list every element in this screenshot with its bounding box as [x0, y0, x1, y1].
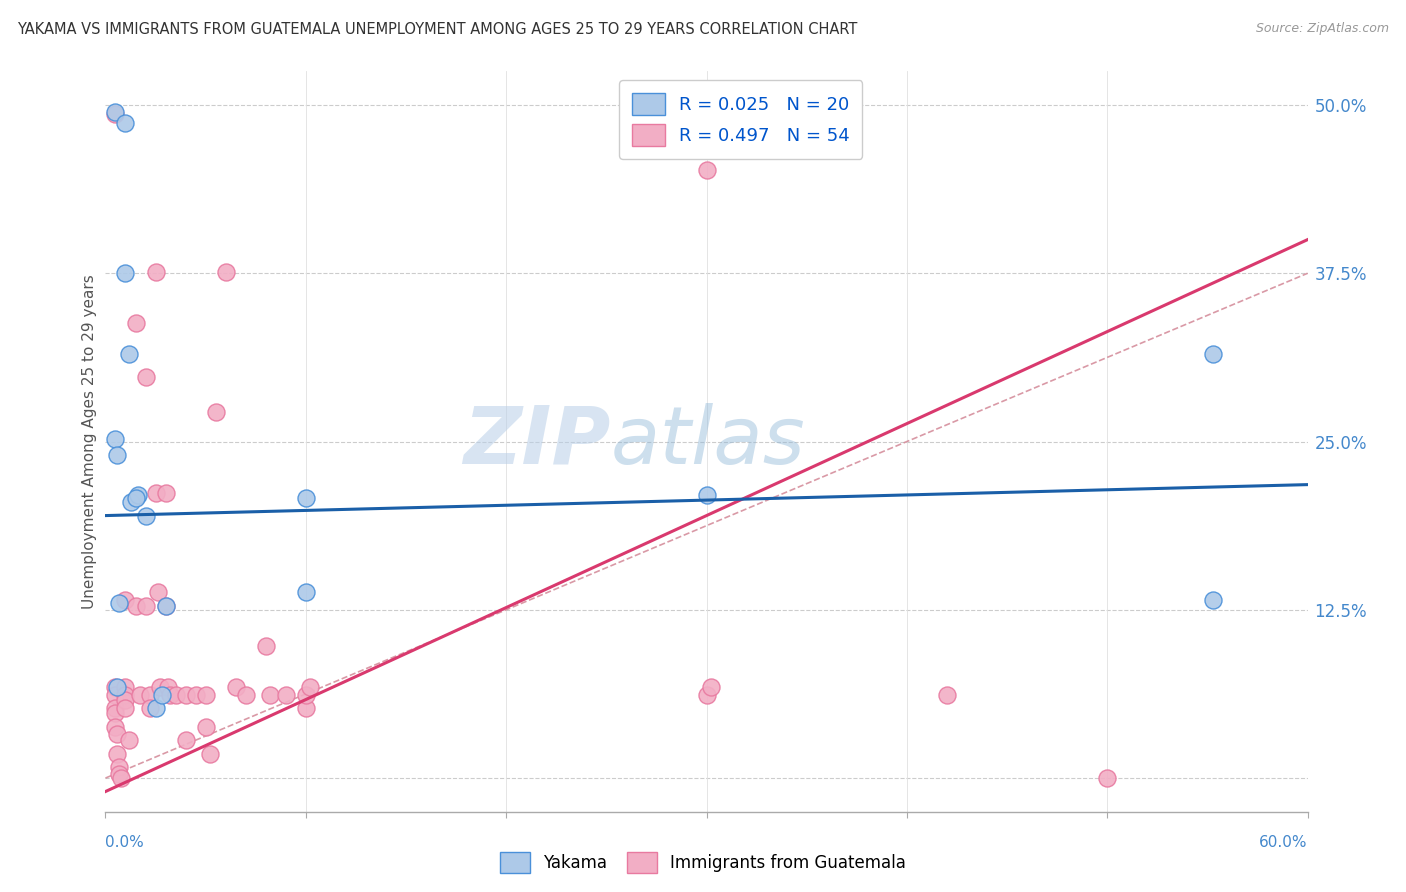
Point: [145, 485, 167, 500]
Point: [104, 706, 127, 721]
Point: [128, 688, 150, 702]
Point: [135, 599, 157, 613]
Point: [254, 639, 277, 653]
Point: [699, 680, 721, 694]
Point: [107, 726, 129, 740]
Point: [148, 680, 170, 694]
Point: [194, 720, 217, 734]
Point: [295, 491, 318, 505]
Point: [108, 767, 131, 781]
Point: [145, 265, 167, 279]
Point: [104, 104, 127, 119]
Point: [118, 733, 141, 747]
Point: [104, 680, 127, 694]
Point: [104, 688, 127, 702]
Point: [107, 680, 129, 694]
Text: Source: ZipAtlas.com: Source: ZipAtlas.com: [1256, 22, 1389, 36]
Text: ZIP: ZIP: [463, 402, 610, 481]
Point: [198, 747, 221, 761]
Point: [108, 596, 131, 610]
Point: [114, 693, 136, 707]
Point: [124, 599, 146, 613]
Point: [225, 680, 247, 694]
Point: [104, 720, 127, 734]
Point: [104, 432, 127, 446]
Point: [146, 585, 169, 599]
Point: [124, 491, 146, 505]
Point: [135, 370, 157, 384]
Point: [145, 701, 167, 715]
Point: [295, 585, 318, 599]
Point: [150, 688, 173, 702]
Point: [107, 747, 129, 761]
Point: [295, 688, 318, 702]
Point: [696, 162, 718, 177]
Text: atlas: atlas: [610, 402, 806, 481]
Point: [155, 599, 177, 613]
Text: 60.0%: 60.0%: [1260, 836, 1308, 850]
Point: [165, 688, 187, 702]
Point: [138, 688, 160, 702]
Point: [1202, 347, 1225, 361]
Point: [110, 771, 132, 785]
Point: [174, 688, 197, 702]
Point: [121, 495, 143, 509]
Text: YAKAMA VS IMMIGRANTS FROM GUATEMALA UNEMPLOYMENT AMONG AGES 25 TO 29 YEARS CORRE: YAKAMA VS IMMIGRANTS FROM GUATEMALA UNEM…: [17, 22, 858, 37]
Point: [127, 488, 149, 502]
Point: [138, 701, 160, 715]
Point: [696, 488, 718, 502]
Point: [1202, 593, 1225, 607]
Point: [155, 599, 177, 613]
Point: [156, 680, 179, 694]
Y-axis label: Unemployment Among Ages 25 to 29 years: Unemployment Among Ages 25 to 29 years: [82, 274, 97, 609]
Point: [114, 115, 136, 129]
Legend: R = 0.025   N = 20, R = 0.497   N = 54: R = 0.025 N = 20, R = 0.497 N = 54: [620, 80, 862, 159]
Point: [114, 688, 136, 702]
Point: [114, 701, 136, 715]
Point: [155, 485, 177, 500]
Point: [114, 680, 136, 694]
Point: [194, 688, 217, 702]
Point: [104, 107, 127, 121]
Point: [124, 316, 146, 330]
Point: [259, 688, 281, 702]
Point: [274, 688, 297, 702]
Point: [135, 508, 157, 523]
Point: [108, 760, 131, 774]
Point: [114, 593, 136, 607]
Point: [1097, 771, 1119, 785]
Point: [104, 701, 127, 715]
Point: [107, 448, 129, 462]
Point: [696, 688, 718, 702]
Point: [184, 688, 207, 702]
Point: [174, 733, 197, 747]
Point: [204, 405, 226, 419]
Point: [118, 347, 141, 361]
Point: [936, 688, 959, 702]
Point: [159, 688, 181, 702]
Point: [298, 680, 321, 694]
Point: [114, 266, 136, 280]
Legend: Yakama, Immigrants from Guatemala: Yakama, Immigrants from Guatemala: [494, 846, 912, 880]
Point: [235, 688, 257, 702]
Point: [295, 701, 318, 715]
Point: [214, 265, 236, 279]
Text: 0.0%: 0.0%: [105, 836, 145, 850]
